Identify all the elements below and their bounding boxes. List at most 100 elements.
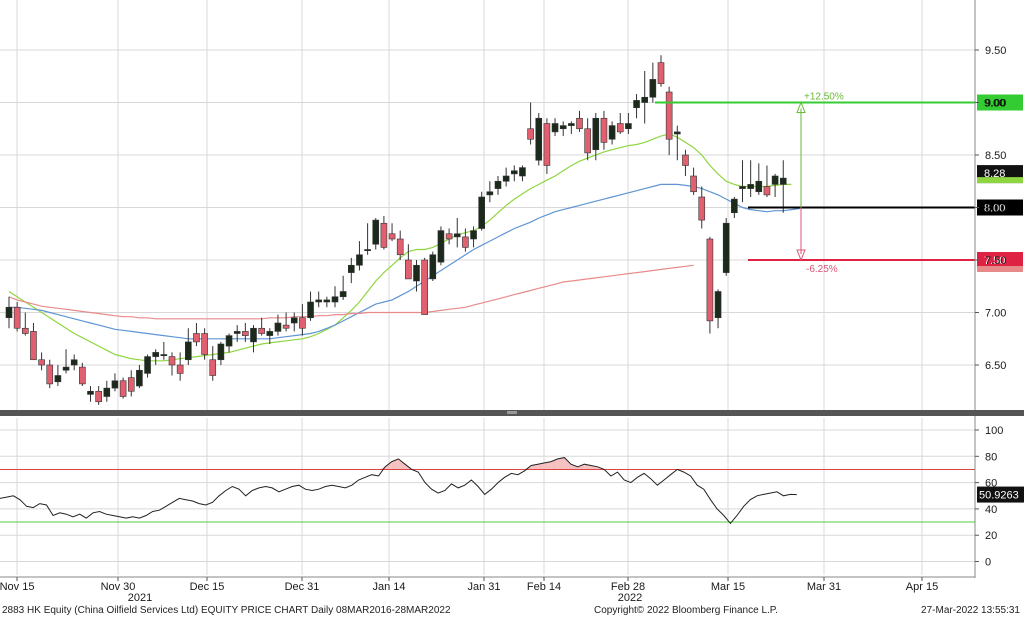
candle-down	[445, 233, 453, 240]
moving-average-line-3	[8, 264, 694, 320]
candle-down	[299, 317, 306, 329]
candle-up	[608, 125, 616, 140]
candle-down	[119, 380, 127, 397]
price-tick-label: 9.50	[985, 45, 1006, 57]
x-tick-label: Jan 14	[372, 581, 405, 593]
upside-percent-label: +12.50%	[804, 92, 844, 103]
moving-average-line-2	[9, 183, 800, 340]
candle-down	[21, 327, 29, 334]
candle-up	[225, 335, 233, 347]
rsi-overbought-fill	[577, 464, 585, 470]
axis-layer: 9.008.007.509.509.008.508.007.507.006.50…	[0, 0, 1024, 603]
ma-tag-peek	[977, 177, 1023, 184]
candle-up	[551, 123, 559, 133]
candle-down	[380, 222, 388, 248]
candle-up	[755, 180, 763, 193]
candle-up	[633, 100, 640, 109]
candle-down	[682, 154, 689, 166]
year-label: 2022	[618, 592, 642, 603]
candle-up	[185, 341, 192, 361]
candle-up	[771, 175, 779, 185]
candle-down	[258, 327, 265, 334]
rsi-overbought-fill	[571, 464, 578, 470]
rsi-overbought-fill	[398, 458, 406, 470]
candle-up	[649, 79, 657, 98]
candle-up	[731, 198, 738, 214]
candle-down	[665, 91, 673, 140]
candle-up	[437, 230, 445, 263]
candle-down	[421, 259, 428, 315]
candle-up	[356, 254, 363, 266]
candle-down	[242, 331, 249, 336]
candle-down	[706, 238, 714, 322]
candle-up	[559, 125, 567, 130]
rsi-overbought-fill	[557, 457, 565, 470]
upside-arrow-head	[796, 101, 806, 113]
candle-up	[323, 299, 331, 303]
downside-arrow-head	[796, 249, 806, 262]
year-label: 2021	[128, 592, 152, 603]
x-tick-label: Feb 14	[527, 581, 561, 593]
rsi-last-value-label: 50.9263	[979, 490, 1019, 502]
level-tag-8.00	[977, 199, 1023, 216]
candle-up	[478, 196, 486, 229]
bloomberg-price-chart: +12.50%-6.25% 9.008.007.509.509.008.508.…	[0, 0, 1024, 603]
price-tick-label: 6.50	[985, 360, 1006, 372]
rsi-tick-label: 40	[985, 504, 997, 516]
rsi-overbought-fill	[564, 457, 572, 470]
panel-divider-handle	[507, 411, 517, 414]
candle-up	[274, 322, 282, 332]
candle-down	[193, 333, 200, 343]
candle-down	[396, 238, 404, 256]
candle-up	[519, 167, 526, 177]
candle-down	[584, 128, 591, 154]
last-price-label: 8.28	[984, 168, 1005, 180]
rsi-overbought-fill	[544, 461, 552, 470]
candle-down	[576, 117, 583, 130]
candle-up	[331, 296, 339, 303]
level-tag-text: 8.00	[984, 203, 1005, 215]
candle-down	[763, 186, 771, 196]
x-tick-label: Dec 31	[285, 581, 320, 593]
candle-down	[657, 62, 665, 84]
candle-up	[160, 354, 168, 357]
candle-up	[266, 331, 274, 336]
candle-up	[103, 387, 111, 397]
candle-down	[127, 377, 135, 392]
candle-down	[79, 366, 86, 385]
candle-down	[405, 259, 412, 280]
rsi-panel	[0, 457, 975, 525]
candle-down	[168, 356, 176, 366]
x-tick-label: Feb 28	[611, 581, 645, 593]
candle-up	[87, 390, 94, 395]
ma-tag-peek-2	[977, 266, 1023, 272]
candle-up	[413, 264, 420, 282]
x-tick-label: Dec 15	[190, 581, 225, 593]
candle-up	[315, 299, 323, 303]
rsi-line	[0, 457, 797, 525]
candle-up	[494, 180, 502, 189]
rsi-tick-label: 20	[985, 530, 997, 542]
candle-down	[388, 233, 396, 240]
x-tick-label: Nov 15	[0, 581, 34, 593]
footer-copyright: Copyright© 2022 Bloomberg Finance L.P.	[594, 605, 778, 616]
x-tick-label: Apr 15	[906, 581, 938, 593]
candle-up	[136, 369, 143, 387]
candle-up	[152, 352, 159, 357]
candle-up	[217, 343, 225, 361]
candle-down	[13, 306, 21, 329]
price-tick-label: 7.50	[985, 255, 1006, 267]
level-tag-text: 9.00	[984, 98, 1005, 110]
x-tick-label: Mar 15	[711, 581, 745, 593]
candle-up	[453, 233, 461, 238]
candle-down	[209, 359, 217, 376]
candle-down	[38, 359, 45, 366]
candle-up	[779, 177, 787, 185]
candle-up	[568, 123, 575, 126]
rsi-tick-label: 100	[985, 425, 1003, 437]
candle-down	[698, 196, 706, 221]
candle-up	[510, 170, 518, 175]
candle-up	[290, 317, 298, 324]
candle-up	[339, 291, 347, 298]
candle-down	[600, 117, 608, 143]
